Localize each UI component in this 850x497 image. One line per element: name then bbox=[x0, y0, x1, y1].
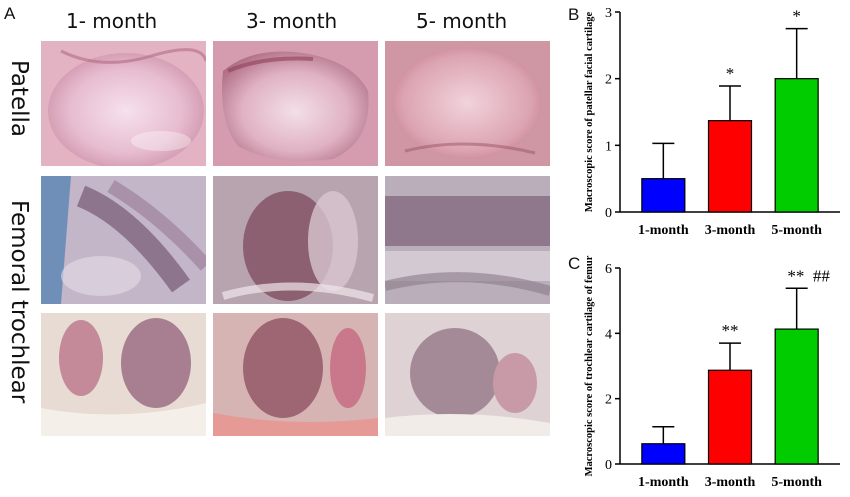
chart-b-y-tick-label: 1 bbox=[605, 139, 612, 154]
chart-c-significance-mark: ** bbox=[722, 321, 739, 340]
chart-b: 0 1 2 3 Macroscopic score of patellar facial… bbox=[565, 0, 850, 250]
chart-c-bar-1-month bbox=[641, 443, 686, 465]
chart-b-category-label: 5-month bbox=[771, 223, 822, 238]
chart-c-y-tick-label: 2 bbox=[605, 393, 612, 408]
chart-b-y-tick-label: 3 bbox=[605, 6, 612, 21]
panel-b-letter: B bbox=[568, 5, 580, 24]
chart-c-y-tick-label: 6 bbox=[605, 262, 612, 277]
chart-c-category-label: 3-month bbox=[705, 475, 756, 490]
photo-trochlear-1-month-a bbox=[41, 176, 206, 304]
chart-c-svg: 0 2 4 6 Macroscopic score of trochlear carti… bbox=[584, 255, 840, 490]
photo-trochlear-3-month-a bbox=[213, 176, 378, 304]
chart-b-bar-3-month bbox=[707, 120, 753, 213]
photo-patella-3-month bbox=[213, 41, 378, 166]
chart-b-bar-1-month bbox=[641, 178, 686, 213]
chart-c-significance-mark: ** ## bbox=[787, 266, 830, 285]
column-label-5-month: 5- month bbox=[416, 9, 508, 33]
chart-b-y-axis-label: Macroscopic score of patellar facial car… bbox=[584, 12, 595, 213]
row-label-patella: Patella bbox=[6, 60, 32, 137]
photo-trochlear-1-month-b bbox=[41, 313, 206, 436]
chart-b-bar-5-month bbox=[774, 78, 819, 213]
column-label-1-month: 1- month bbox=[66, 9, 158, 33]
photo-patella-1-month bbox=[41, 41, 206, 166]
chart-c-category-label: 1-month bbox=[638, 475, 689, 490]
column-label-3-month: 3- month bbox=[246, 9, 338, 33]
chart-b-svg: 0 1 2 3 Macroscopic score of patellar facial… bbox=[584, 6, 840, 238]
chart-c-y-tick-label: 4 bbox=[605, 327, 612, 342]
photo-trochlear-3-month-b bbox=[213, 313, 378, 436]
chart-b-y-tick-label: 0 bbox=[605, 206, 612, 221]
chart-b-significance-mark: * bbox=[726, 64, 735, 83]
panel-c-letter: C bbox=[568, 254, 581, 273]
panel-a-letter: A bbox=[4, 4, 16, 23]
chart-c-bar-5-month bbox=[774, 328, 819, 465]
photo-trochlear-5-month-a bbox=[385, 176, 550, 304]
chart-b-category-label: 1-month bbox=[638, 223, 689, 238]
row-label-femoral-trochlear: Femoral trochlear bbox=[6, 200, 32, 404]
photo-trochlear-5-month-b bbox=[385, 313, 550, 436]
chart-c-category-label: 5-month bbox=[771, 475, 822, 490]
photo-patella-5-month bbox=[385, 41, 550, 166]
chart-c: 0 2 4 6 Macroscopic score of trochlear carti… bbox=[565, 250, 850, 492]
chart-c-y-axis-label: Macroscopic score of trochlear cartilage… bbox=[584, 255, 595, 476]
chart-c-bar-3-month bbox=[707, 369, 753, 465]
chart-b-y-tick-label: 2 bbox=[605, 73, 612, 88]
chart-b-category-label: 3-month bbox=[705, 223, 756, 238]
chart-b-significance-mark: * bbox=[792, 7, 801, 26]
chart-c-y-tick-label: 0 bbox=[605, 458, 612, 473]
